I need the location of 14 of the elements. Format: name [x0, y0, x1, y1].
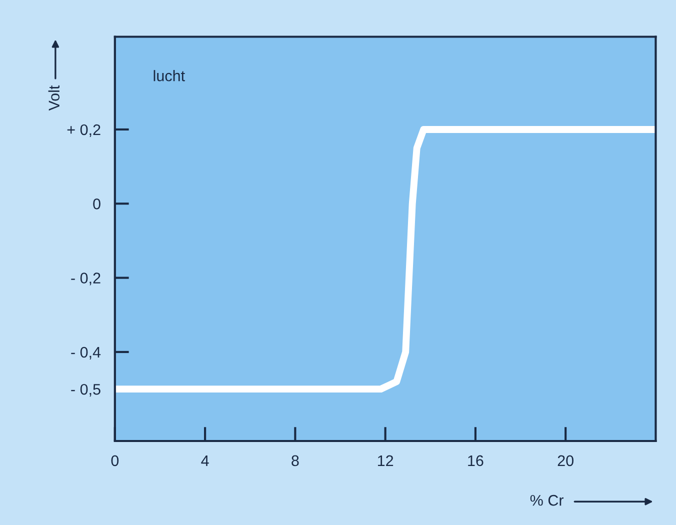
y-tick-label: + 0,2 [67, 124, 100, 137]
x-tick-label: 12 [378, 455, 394, 466]
x-tick-label: 20 [558, 455, 574, 466]
y-tick-label: - 0,2 [71, 272, 100, 286]
annotation: lucht [154, 70, 185, 82]
y-tick-label: - 0,5 [71, 384, 100, 397]
x-tick-label: 4 [201, 455, 209, 466]
x-tick-label: 0 [111, 455, 119, 466]
y-tick-label: 0 [93, 198, 100, 210]
x-tick-label: 16 [468, 455, 484, 466]
x-tick-label: 8 [292, 455, 299, 466]
x-axis-title: % Cr [530, 494, 564, 506]
y-tick-label: - 0,4 [71, 346, 101, 360]
y-axis-title: Volt [48, 85, 60, 111]
